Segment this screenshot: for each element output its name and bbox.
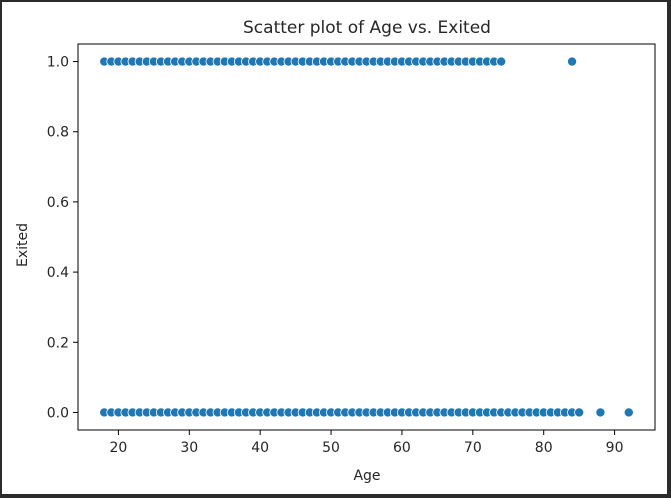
data-point: [496, 56, 507, 67]
x-tick-label: 70: [464, 440, 482, 456]
y-tick-label: 1.0: [47, 55, 69, 71]
figure: Scatter plot of Age vs. Exited 20 30 40 50 6…: [2, 2, 667, 494]
x-tick-label: 40: [251, 440, 269, 456]
chart-title: Scatter plot of Age vs. Exited: [243, 18, 491, 38]
x-tick-label: 50: [322, 440, 340, 456]
x-tick-label: 20: [109, 440, 127, 456]
x-axis: 20 30 40 50 60 70 80 90: [109, 430, 624, 456]
x-axis-label: Age: [353, 468, 380, 484]
x-tick-label: 90: [606, 440, 624, 456]
x-tick-label: 60: [393, 440, 411, 456]
data-point: [567, 56, 578, 67]
axes-frame: [77, 43, 656, 431]
y-tick-label: 0.0: [47, 405, 69, 421]
data-point: [595, 407, 606, 418]
scatter-plot: Scatter plot of Age vs. Exited 20 30 40 50 6…: [15, 18, 656, 484]
y-tick-label: 0.8: [47, 125, 69, 141]
y-tick-label: 0.2: [47, 335, 69, 351]
y-tick-label: 0.6: [47, 195, 69, 211]
data-point: [623, 407, 634, 418]
data-point: [574, 407, 585, 418]
y-axis-label: Exited: [15, 223, 31, 267]
y-axis: 0.0 0.2 0.4 0.6 0.8 1.0: [47, 55, 78, 421]
x-tick-label: 80: [535, 440, 553, 456]
points-layer: [99, 56, 634, 418]
y-tick-label: 0.4: [47, 265, 69, 281]
x-tick-label: 30: [180, 440, 198, 456]
